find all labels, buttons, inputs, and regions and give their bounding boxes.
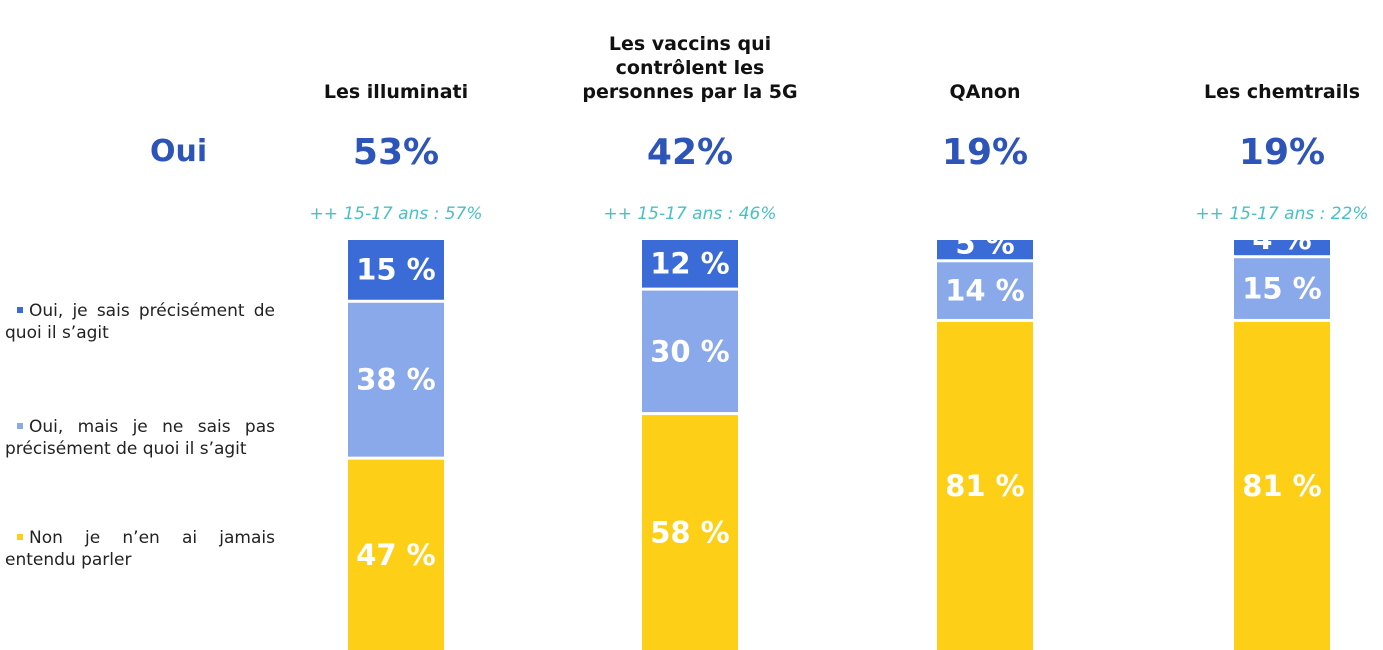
bar-segment	[937, 240, 1033, 260]
value-label: 38 %	[356, 363, 436, 397]
bar-segment	[642, 415, 738, 650]
value-label: 12 %	[650, 246, 730, 280]
legend-item: Oui, mais je ne sais pas précisément de …	[5, 416, 275, 460]
value-label: 81 %	[1242, 469, 1322, 503]
category-label: QAnon	[949, 81, 1021, 103]
value-label: 47 %	[356, 538, 436, 572]
total-value: 42%	[646, 132, 734, 173]
value-label: 15 %	[1242, 272, 1322, 306]
annotation: ++ 15-17 ans : 22%	[1195, 204, 1369, 224]
legend-swatch	[17, 533, 23, 540]
bar-segment	[642, 290, 738, 413]
legend-swatch	[17, 306, 23, 313]
legend-swatch	[17, 422, 23, 429]
category-label: Les vaccins qui contrôlent les personnes…	[582, 33, 798, 103]
bar-segment	[348, 302, 444, 457]
value-label: 81 %	[945, 469, 1025, 503]
value-label: 58 %	[650, 516, 730, 550]
value-label: 30 %	[650, 334, 730, 368]
legend-text: Oui, mais je ne sais pas précisément de …	[5, 417, 275, 459]
bars: 47 % 38 % 15 % 58 % 30 % 12 % 81 % 14 % 5 % 81 % 1…	[348, 222, 1330, 650]
bar-segment	[937, 262, 1033, 319]
total-value: 19%	[1238, 132, 1326, 173]
legend-item: Oui, je sais précisément de quoi il s’ag…	[5, 300, 275, 344]
total-value: 19%	[941, 132, 1029, 173]
value-label: 14 %	[945, 274, 1025, 308]
bar-segment	[348, 240, 444, 300]
bar-segment	[1234, 321, 1330, 650]
annotation: ++ 15-17 ans : 57%	[309, 204, 483, 224]
bar-segment	[937, 321, 1033, 650]
bar-segment	[642, 240, 738, 288]
legend-text: Oui, je sais précisément de quoi il s’ag…	[5, 301, 275, 343]
value-label: 4 %	[1252, 222, 1311, 256]
bar-segment	[1234, 258, 1330, 319]
category-label: Les illuminati	[323, 81, 469, 103]
total-label: Oui	[150, 134, 208, 169]
legend-text: Non je n’en ai jamais entendu parler	[5, 528, 275, 570]
bar-segment	[1234, 240, 1330, 256]
legend-item: Non je n’en ai jamais entendu parler	[5, 527, 275, 571]
annotation: ++ 15-17 ans : 46%	[603, 204, 777, 224]
value-label: 5 %	[955, 226, 1014, 260]
bar-segment	[348, 459, 444, 650]
total-value: 53%	[352, 132, 440, 173]
value-label: 15 %	[356, 252, 436, 286]
category-label: Les chemtrails	[1204, 81, 1360, 103]
